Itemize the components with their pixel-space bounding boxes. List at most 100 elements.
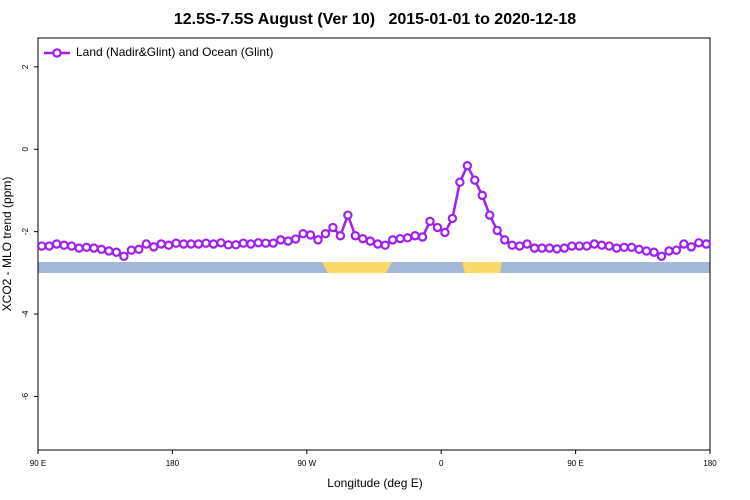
data-point: [649, 247, 659, 257]
data-point: [171, 238, 181, 248]
data-point: [537, 243, 547, 253]
x-tick-label: 90 W: [297, 459, 316, 468]
y-axis-label: XCO2 - MLO trend (ppm): [0, 177, 14, 312]
data-point: [223, 240, 234, 250]
data-point: [201, 238, 211, 248]
data-point: [298, 228, 308, 239]
data-point: [529, 243, 540, 253]
data-point: [589, 239, 599, 249]
data-point: [81, 242, 92, 252]
x-tick-label: 180: [703, 459, 717, 468]
data-point: [514, 241, 525, 251]
data-point: [231, 240, 241, 250]
y-tick-label: -6: [21, 392, 30, 400]
data-point: [186, 239, 196, 249]
data-point: [552, 244, 562, 254]
y-tick-label: 0: [21, 146, 30, 151]
data-point: [335, 231, 346, 241]
data-point: [604, 241, 614, 251]
data-point: [365, 236, 375, 246]
data-point: [141, 239, 151, 249]
data-point: [111, 247, 122, 257]
data-point: [417, 232, 428, 242]
data-point: [462, 161, 473, 171]
data-point: [305, 230, 316, 240]
data-point: [597, 240, 607, 250]
y-tick-label: -4: [21, 310, 30, 318]
data-point: [373, 239, 383, 249]
data-point: [410, 231, 420, 241]
data-point: [59, 240, 69, 250]
land-shape: [322, 262, 392, 273]
data-point: [619, 242, 629, 252]
data-point: [567, 241, 577, 251]
data-point: [492, 225, 502, 236]
data-point: [156, 239, 166, 249]
data-point: [395, 233, 405, 244]
data-point: [402, 233, 413, 243]
x-tick-label: 90 E: [30, 459, 46, 468]
data-point: [178, 239, 189, 249]
land-ocean-strip: [38, 262, 710, 273]
data-point: [104, 246, 114, 256]
data-point: [387, 235, 398, 245]
data-point: [664, 246, 674, 256]
data-point: [522, 239, 532, 249]
x-axis-label: Longitude (deg E): [327, 476, 422, 490]
data-point: [544, 243, 555, 253]
data-point: [679, 239, 689, 249]
data-point: [358, 233, 368, 244]
data-point: [343, 210, 353, 220]
data-point: [574, 241, 585, 251]
data-point: [701, 239, 711, 249]
data-point: [559, 243, 570, 253]
data-point: [694, 238, 704, 248]
data-point: [290, 234, 301, 244]
data-point: [634, 244, 644, 255]
data-point: [477, 190, 487, 201]
data-point: [582, 241, 592, 251]
data-point: [126, 245, 137, 255]
data-point: [253, 238, 263, 248]
data-point: [313, 235, 323, 245]
data-point: [320, 228, 331, 239]
data-point: [686, 242, 697, 252]
data-point: [507, 240, 517, 250]
y-tick-label: 2: [21, 64, 30, 69]
data-point: [37, 241, 47, 251]
land-shape: [462, 262, 502, 273]
data-point: [66, 241, 77, 251]
x-tick-label: 0: [439, 459, 444, 468]
data-point: [283, 236, 293, 246]
chart-title: 12.5S-7.5S August (Ver 10) 2015-01-01 to…: [174, 11, 576, 28]
data-point: [89, 243, 99, 253]
data-point: [641, 246, 652, 256]
data-point: [611, 243, 622, 253]
data-point: [238, 238, 249, 248]
data-point: [163, 240, 174, 250]
x-tick-label: 180: [166, 459, 180, 468]
data-point: [51, 239, 62, 249]
y-tick-label: -2: [21, 228, 30, 236]
data-point: [671, 245, 682, 255]
data-point: [275, 235, 286, 245]
data-point: [96, 244, 107, 255]
data-point: [149, 242, 159, 252]
data-point: [425, 216, 435, 227]
data-point: [432, 222, 443, 233]
data-point: [216, 238, 226, 248]
data-point: [268, 238, 278, 248]
data-point: [350, 231, 361, 241]
data-point: [626, 242, 637, 252]
x-tick-label: 90 E: [567, 459, 583, 468]
data-point: [246, 239, 256, 249]
legend-marker: [52, 48, 62, 58]
data-point: [380, 240, 390, 250]
data-point: [440, 227, 450, 238]
data-point: [470, 175, 480, 185]
data-point: [44, 241, 54, 251]
data-point: [193, 239, 204, 249]
data-point: [656, 251, 667, 262]
data-point: [119, 251, 129, 262]
